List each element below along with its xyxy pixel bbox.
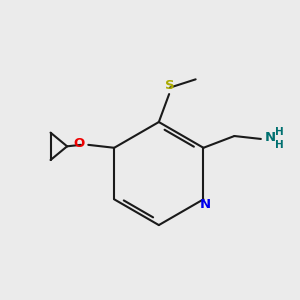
- Text: H: H: [275, 127, 284, 136]
- Text: S: S: [165, 79, 175, 92]
- Text: N: N: [200, 198, 211, 211]
- Text: H: H: [275, 140, 284, 150]
- Text: O: O: [74, 137, 85, 151]
- Text: N: N: [265, 131, 276, 144]
